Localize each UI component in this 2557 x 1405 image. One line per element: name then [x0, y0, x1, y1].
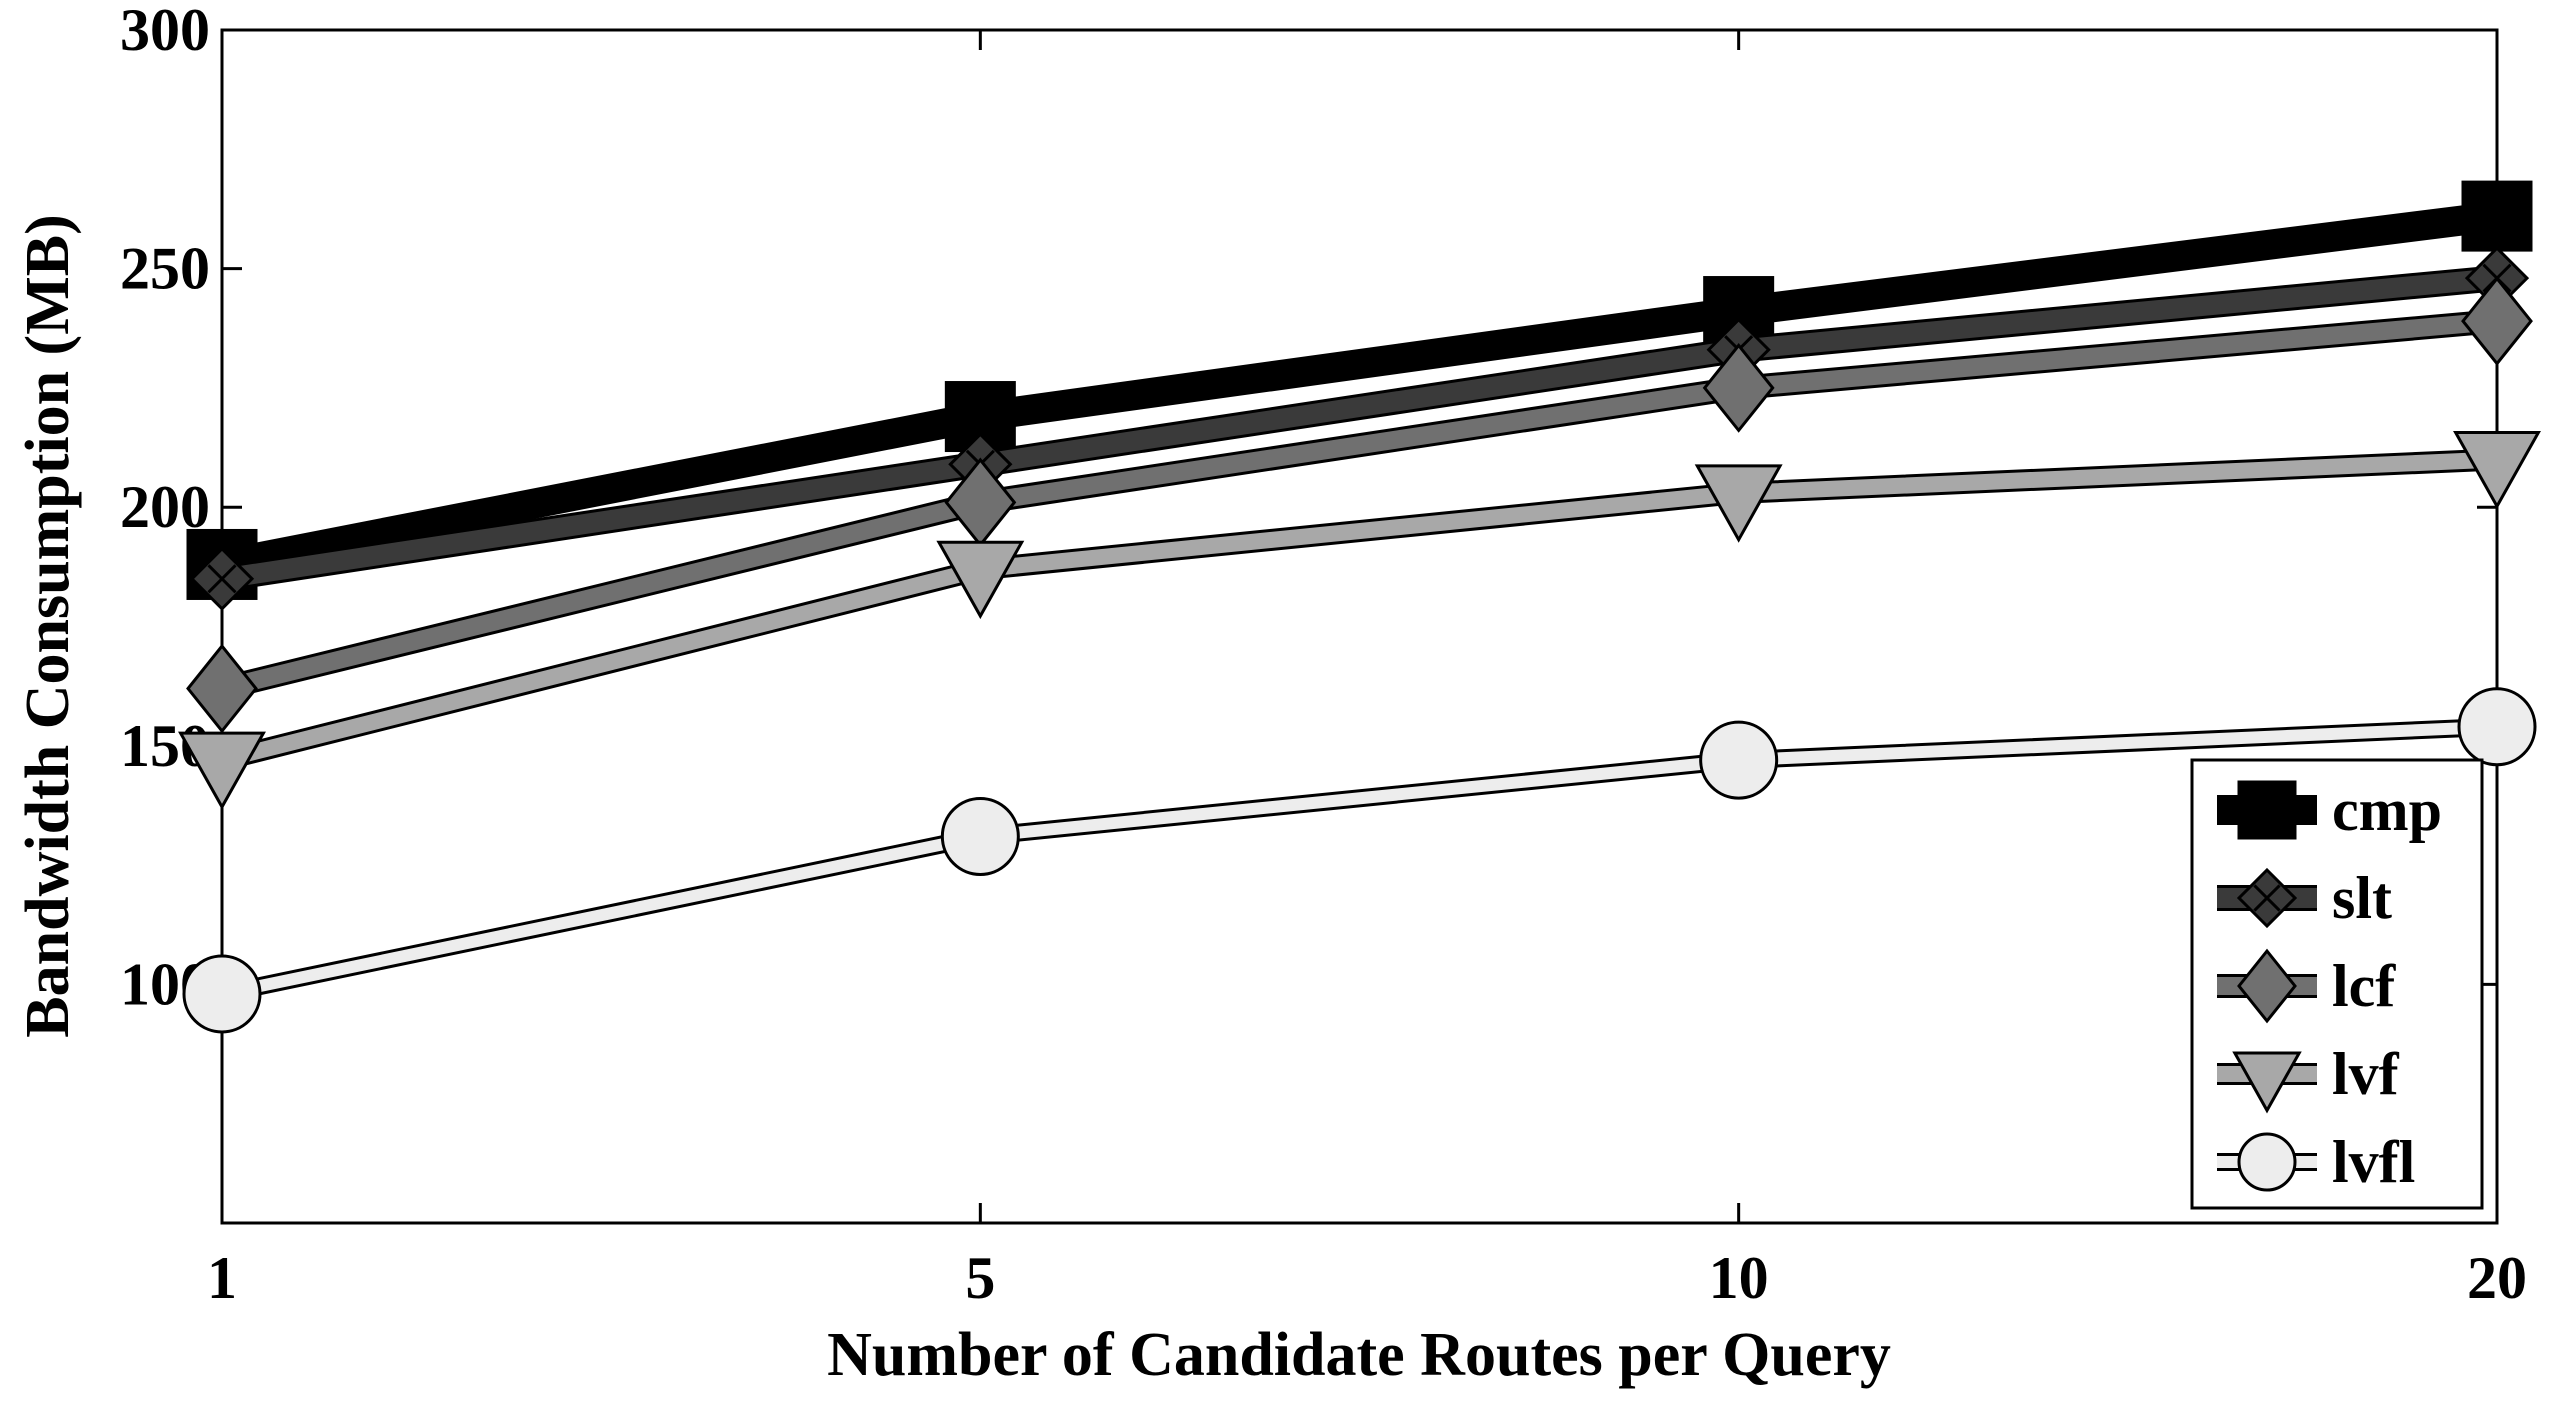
legend-marker-lvfl [2237, 1132, 2297, 1192]
data-point-lcf [186, 643, 258, 734]
data-point-lvf [1694, 464, 1783, 543]
series-lvfl [182, 687, 2537, 1034]
data-point-lcf [2461, 276, 2533, 366]
legend-label: lcf [2332, 953, 2396, 1019]
data-point-lvfl [2457, 687, 2537, 767]
data-point-slt-cross [207, 564, 237, 594]
legend-item-lvf: lvf [2217, 1041, 2400, 1114]
x-tick-label: 10 [1709, 1245, 1769, 1311]
data-point-lvf [178, 731, 266, 810]
y-tick-label: 250 [120, 236, 210, 302]
series-cmp [186, 180, 2533, 600]
legend-label: lvf [2332, 1041, 2400, 1107]
legend-item-cmp: cmp [2217, 777, 2442, 843]
legend-item-lvfl: lvfl [2217, 1129, 2415, 1195]
plot-area [220, 28, 2499, 1225]
series-line-lcf [219, 312, 2498, 698]
legend-label: slt [2332, 865, 2392, 931]
legend-marker-slt-cross [2253, 884, 2281, 912]
series-layer [178, 180, 2541, 1034]
series-line-slt [220, 268, 2498, 589]
x-tick-label: 1 [207, 1245, 237, 1311]
x-tick-label: 20 [2467, 1245, 2527, 1311]
x-axis-label: Number of Candidate Routes per Query [827, 1321, 1891, 1389]
legend-item-lcf: lcf [2217, 948, 2396, 1024]
legend-label: lvfl [2332, 1129, 2415, 1195]
data-point-lvf [2453, 430, 2541, 510]
y-tick-label: 300 [120, 0, 210, 63]
legend-marker-lcf [2237, 948, 2297, 1024]
data-point-lvf [936, 540, 1025, 620]
legend: cmp slt lcf lvf lvfl [2190, 758, 2484, 1210]
data-point-lvfl [1699, 720, 1779, 800]
series-lcf [186, 276, 2533, 734]
y-axis-label: Bandwidth Consumption (MB) [14, 214, 82, 1037]
series-line-cmp [219, 204, 2499, 577]
series-line-lvfl [220, 720, 2498, 1000]
data-point-cmp [2461, 180, 2533, 252]
series-lvf [178, 430, 2541, 810]
series-line-lvf [220, 451, 2498, 768]
legend-marker-cmp [2237, 780, 2297, 840]
legend-item-slt: slt [2217, 865, 2392, 931]
data-point-lvfl [940, 796, 1020, 876]
data-point-lvfl [182, 954, 262, 1034]
legend-marker-lvf [2232, 1051, 2302, 1114]
legend-label: cmp [2332, 777, 2442, 843]
data-point-lcf [1702, 342, 1775, 433]
x-tick-label: 5 [965, 1245, 995, 1311]
